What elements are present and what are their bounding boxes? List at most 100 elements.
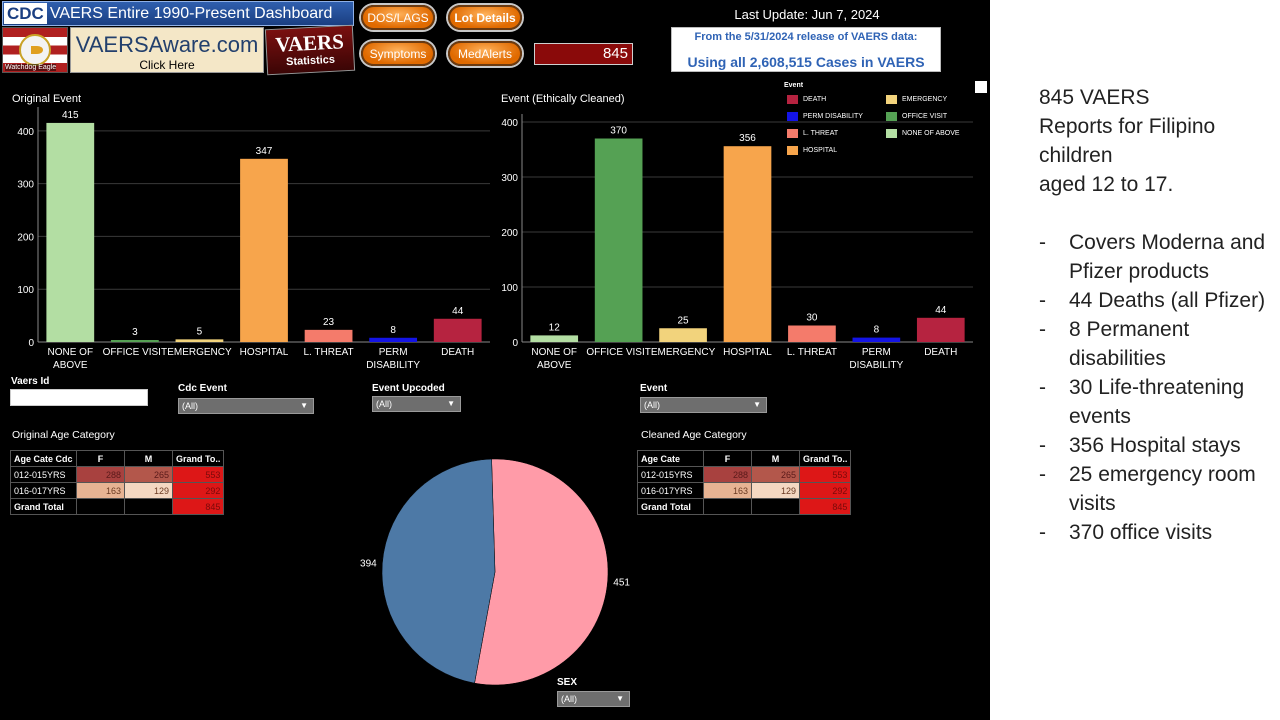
release-info[interactable]: From the 5/31/2024 release of VAERS data… <box>671 27 941 72</box>
bar-value-label: 23 <box>323 317 335 328</box>
bullet-dash: - <box>1039 318 1046 341</box>
table-row[interactable]: Grand Total 845 <box>637 498 852 515</box>
vaers-dashboard: CDC VAERS Entire 1990-Present Dashboard … <box>0 0 990 720</box>
list-item: -370 office visits <box>1039 518 1269 547</box>
vaers-stat-title: VAERS <box>274 29 345 57</box>
row-label: 012-015YRS <box>637 466 704 483</box>
x-tick-label: EMERGENCY <box>167 347 232 358</box>
notes-bullet-list: - Covers Moderna and Pfizer products -44 … <box>1039 228 1269 547</box>
chevron-down-icon: ▼ <box>447 399 455 408</box>
cell-total: 845 <box>798 498 852 515</box>
cell-m <box>751 498 800 515</box>
x-tick-label: OFFICE VISIT <box>103 347 167 358</box>
vaers-statistics-link[interactable]: VAERS Statistics <box>264 24 356 76</box>
y-tick-label: 0 <box>512 338 518 349</box>
sex-pie-chart[interactable]: 451 394 <box>355 450 645 695</box>
bullet-dash: - <box>1039 289 1046 312</box>
header-cell: F <box>703 450 752 467</box>
y-tick-label: 400 <box>501 118 518 129</box>
cdc-event-dropdown[interactable]: (All) ▼ <box>178 398 314 414</box>
bar-value-label: 370 <box>610 126 627 137</box>
x-tick-label: OFFICE VISIT <box>586 347 650 358</box>
event-upcoded-label: Event Upcoded <box>372 383 445 394</box>
legend-item-perm-disability[interactable]: PERM DISABILITY <box>787 112 863 121</box>
event-upcoded-dropdown[interactable]: (All) ▼ <box>372 396 461 412</box>
eagle-icon <box>19 34 51 66</box>
legend-swatch <box>787 146 798 155</box>
bar-value-label: 30 <box>806 313 818 324</box>
x-tick-label: ABOVE <box>537 360 572 371</box>
notes-intro-line: Reports for Filipino <box>1039 115 1216 138</box>
medalerts-button[interactable]: MedAlerts <box>448 41 522 66</box>
legend-label: EMERGENCY <box>902 96 948 103</box>
bar-value-label: 25 <box>678 315 690 326</box>
eagle-logo[interactable]: Watchdog Eagle <box>2 27 68 73</box>
cleaned-event-title: Event (Ethically Cleaned) <box>501 93 625 105</box>
bullet-text: Covers Moderna and Pfizer products <box>1069 231 1266 283</box>
x-tick-label: ABOVE <box>53 360 88 371</box>
vaersaware-title: VAERSAware.com <box>75 32 259 57</box>
bar-value-label: 12 <box>549 322 561 333</box>
legend-swatch <box>787 112 798 121</box>
cleaned-event-bar-chart[interactable]: 0 100 200 300 400 12 NONE OF ABOVE 370 OFFICE VIS… <box>490 105 985 375</box>
cell-total: 292 <box>171 482 225 499</box>
table-row[interactable]: 012-015YRS 288 265 553 <box>637 466 852 483</box>
bullet-text: 370 office visits <box>1069 521 1213 544</box>
event-filter-dropdown[interactable]: (All) ▼ <box>640 397 767 413</box>
bar <box>916 317 965 342</box>
legend-item-office-visit[interactable]: OFFICE VISIT <box>886 112 947 121</box>
cell-f: 288 <box>76 466 125 483</box>
legend-label: OFFICE VISIT <box>902 113 948 120</box>
legend-label: NONE OF ABOVE <box>902 130 960 137</box>
cell-f: 163 <box>76 482 125 499</box>
symptoms-button[interactable]: Symptoms <box>361 41 435 66</box>
notes-intro: 845 VAERS Reports for Filipino children … <box>1039 83 1269 199</box>
list-item: -44 Deaths (all Pfizer) <box>1039 286 1269 315</box>
cell-m: 129 <box>751 482 800 499</box>
legend-title: Event <box>784 82 804 89</box>
list-item: -8 Permanent disabilities <box>1039 315 1269 373</box>
cell-total: 553 <box>171 466 225 483</box>
table-row[interactable]: Grand Total 845 <box>10 498 225 515</box>
row-label: 016-017YRS <box>10 482 77 499</box>
table-row[interactable]: 016-017YRS 163 129 292 <box>10 482 225 499</box>
original-event-bar-chart[interactable]: 0 100 200 300 400 415 NONE OF ABOVE 3 OFFICE VISI… <box>0 105 490 375</box>
lot-details-button[interactable]: Lot Details <box>448 5 522 30</box>
vaersaware-click-here: Click Here <box>139 58 195 72</box>
bar <box>46 122 95 342</box>
legend-item-death[interactable]: DEATH <box>787 95 826 104</box>
row-label: 016-017YRS <box>637 482 704 499</box>
legend-item-none-of-above[interactable]: NONE OF ABOVE <box>886 129 960 138</box>
dashboard-title-bar[interactable]: CDC VAERS Entire 1990-Present Dashboard <box>2 1 354 26</box>
bar <box>110 340 159 342</box>
sex-filter-dropdown[interactable]: (All) ▼ <box>557 691 630 707</box>
bullet-text: 356 Hospital stays <box>1069 434 1241 457</box>
vaers-id-input[interactable] <box>10 389 148 406</box>
row-label: Grand Total <box>637 498 704 515</box>
vaersaware-link[interactable]: VAERSAware.com Click Here <box>70 27 264 73</box>
cleaned-age-title: Cleaned Age Category <box>641 429 747 441</box>
event-upcoded-value: (All) <box>376 399 392 409</box>
original-event-title: Original Event <box>12 93 82 105</box>
pie-value-label: 394 <box>360 558 377 569</box>
x-tick-label: EMERGENCY <box>651 347 716 358</box>
legend-item-hospital[interactable]: HOSPITAL <box>787 146 837 155</box>
bullet-text: 44 Deaths (all Pfizer) <box>1069 289 1266 312</box>
dos-lags-button[interactable]: DOS/LAGS <box>361 5 435 30</box>
cell-m: 265 <box>124 466 173 483</box>
legend-item-emergency[interactable]: EMERGENCY <box>886 95 947 104</box>
bar <box>304 329 353 342</box>
row-label: 012-015YRS <box>10 466 77 483</box>
legend-item-l-threat[interactable]: L. THREAT <box>787 129 838 138</box>
white-square <box>975 81 987 93</box>
x-tick-label: NONE OF <box>48 347 94 358</box>
bar-value-label: 3 <box>132 327 138 338</box>
list-item: -356 Hospital stays <box>1039 431 1269 460</box>
x-tick-label: L. THREAT <box>787 347 837 358</box>
cell-m <box>124 498 173 515</box>
table-row[interactable]: 012-015YRS 288 265 553 <box>10 466 225 483</box>
bar-value-label: 8 <box>390 325 396 336</box>
bar-value-label: 5 <box>197 326 203 337</box>
x-tick-label: PERM <box>862 347 891 358</box>
table-row[interactable]: 016-017YRS 163 129 292 <box>637 482 852 499</box>
